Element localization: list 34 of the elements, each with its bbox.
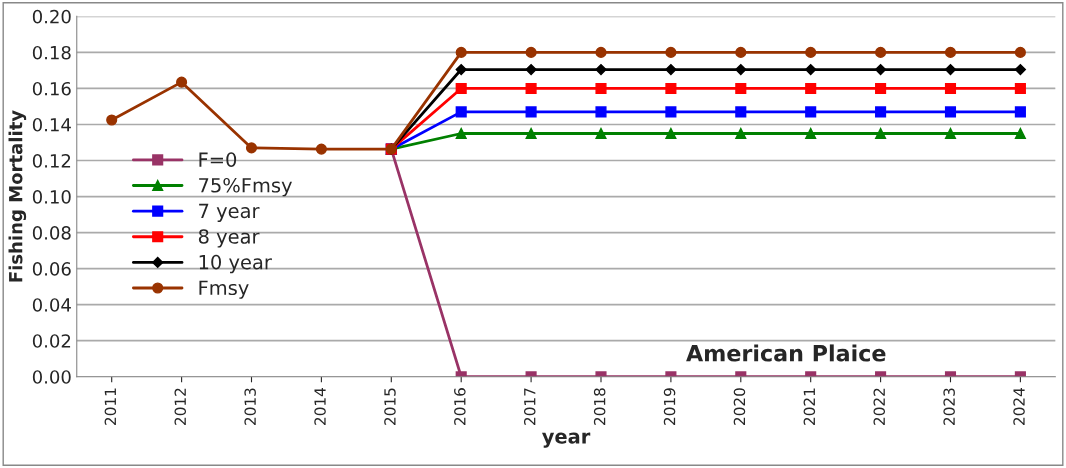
y-tick-label: 0.06	[32, 262, 71, 276]
legend-label: F=0	[199, 152, 237, 167]
x-tick-label: 2017	[523, 388, 536, 425]
legend-label: Fmsy	[199, 280, 249, 299]
x-tick-label: 2023	[943, 388, 955, 425]
x-tick-label: 2011	[104, 388, 117, 425]
y-tick-label: 0.10	[32, 190, 71, 204]
y-tick-label: 0.08	[32, 226, 71, 240]
x-tick-label: 2014	[314, 388, 326, 425]
legend-label: 10 year	[199, 254, 272, 274]
x-axis-title: year	[542, 432, 591, 448]
x-tick-label: 2018	[593, 388, 606, 425]
y-tick-label: 0.16	[32, 81, 71, 96]
legend-label: 75%Fmsy	[199, 177, 292, 197]
x-tick-label: 2016	[454, 388, 466, 425]
y-tick-label: 0.18	[32, 45, 71, 60]
y-tick-label: 0.20	[32, 9, 71, 24]
x-tick-label: 2012	[174, 388, 187, 425]
legend-label: 8 year	[198, 229, 260, 248]
annotation: American Plaice	[686, 344, 886, 362]
x-tick-label: 2020	[733, 388, 746, 425]
x-tick-label: 2021	[803, 388, 816, 425]
x-tick-label: 2019	[663, 388, 676, 425]
x-tick-label: 2022	[873, 388, 886, 425]
y-tick-label: 0.02	[32, 334, 71, 348]
y-tick-label: 0.04	[32, 298, 71, 312]
y-tick-label: 0.00	[32, 370, 71, 384]
x-tick-label: 2024	[1013, 388, 1025, 425]
y-axis-title: Fishing Mortality	[8, 110, 27, 282]
legend-label: 7 year	[199, 203, 260, 222]
y-tick-label: 0.14	[32, 117, 71, 132]
x-tick-label: 2013	[244, 388, 256, 425]
x-tick-label: 2015	[384, 388, 396, 425]
y-tick-label: 0.12	[32, 153, 71, 168]
